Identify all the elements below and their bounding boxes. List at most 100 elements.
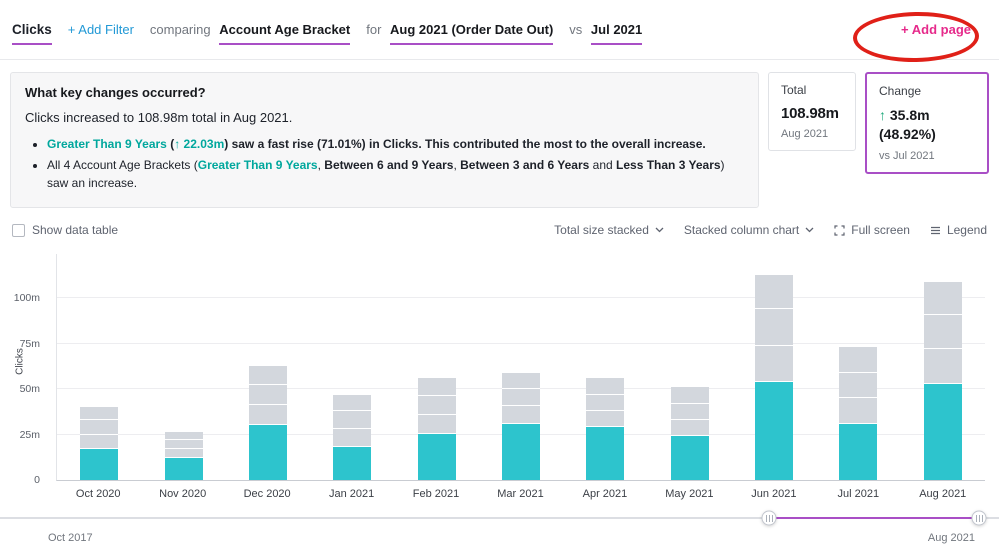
bar-segment[interactable] xyxy=(923,282,962,315)
bar-segment[interactable] xyxy=(839,347,878,373)
bar-segment[interactable] xyxy=(923,383,962,480)
bar-segment[interactable] xyxy=(80,449,119,480)
bar-segment[interactable] xyxy=(755,381,794,480)
slider-selected-range[interactable] xyxy=(769,517,979,519)
bar-nov-2020[interactable] xyxy=(141,431,225,480)
bar-dec-2020[interactable] xyxy=(226,365,310,480)
total-card-value: 108.98m xyxy=(781,105,839,122)
bar-segment[interactable] xyxy=(755,274,794,310)
bar-segment[interactable] xyxy=(923,349,962,384)
slider-handle-left[interactable] xyxy=(761,510,777,526)
x-tick-label: Aug 2021 xyxy=(919,488,967,500)
bar-may-2021[interactable] xyxy=(648,387,732,480)
bar-segment[interactable] xyxy=(333,411,372,430)
bar-stack xyxy=(670,387,709,480)
bar-apr-2021[interactable] xyxy=(563,378,647,480)
bar-segment[interactable] xyxy=(501,389,540,407)
show-data-table-toggle[interactable]: Show data table xyxy=(12,223,118,237)
bar-segment[interactable] xyxy=(333,429,372,448)
change-card[interactable]: Change ↑ 35.8m (48.92%) vs Jul 2021 xyxy=(865,72,989,174)
legend-button[interactable]: Legend xyxy=(930,223,987,237)
bar-segment[interactable] xyxy=(417,414,456,434)
comparing-label: comparing xyxy=(149,22,211,37)
bar-stack xyxy=(755,274,794,480)
bar-stack xyxy=(839,347,878,480)
bar-jan-2021[interactable] xyxy=(310,394,394,480)
bar-segment[interactable] xyxy=(248,404,287,425)
bar-mar-2021[interactable] xyxy=(479,372,563,480)
full-screen-button[interactable]: Full screen xyxy=(834,223,910,237)
bar-stack xyxy=(80,407,119,480)
for-label: for xyxy=(366,22,382,37)
chevron-down-icon xyxy=(655,227,664,233)
total-card[interactable]: Total 108.98m Aug 2021 xyxy=(768,72,856,151)
bar-segment[interactable] xyxy=(670,420,709,437)
slider-track[interactable] xyxy=(0,517,999,519)
bar-oct-2020[interactable] xyxy=(57,407,141,480)
bar-segment[interactable] xyxy=(670,436,709,480)
comparing-value-dropdown[interactable]: Account Age Bracket xyxy=(219,22,351,45)
bar-segment[interactable] xyxy=(586,411,625,428)
chart-toolbar: Show data table Total size stacked Stack… xyxy=(0,222,999,238)
bar-feb-2021[interactable] xyxy=(394,378,478,480)
bar-segment[interactable] xyxy=(923,314,962,350)
bar-segment[interactable] xyxy=(670,403,709,421)
total-card-period: Aug 2021 xyxy=(781,128,829,140)
bar-segment[interactable] xyxy=(755,345,794,382)
bar-segment[interactable] xyxy=(586,378,625,395)
vs-value-dropdown[interactable]: Jul 2021 xyxy=(590,22,643,45)
bar-segment[interactable] xyxy=(333,447,372,480)
bar-segment[interactable] xyxy=(80,407,119,421)
add-page-button[interactable]: + Add page xyxy=(901,22,971,37)
add-filter-button[interactable]: + Add Filter xyxy=(67,22,134,37)
bar-segment[interactable] xyxy=(839,423,878,480)
bar-segment[interactable] xyxy=(164,458,203,480)
chart-type-label: Stacked column chart xyxy=(683,223,800,237)
bar-segment[interactable] xyxy=(333,394,372,411)
bar-segment[interactable] xyxy=(248,384,287,405)
bar-jun-2021[interactable] xyxy=(732,274,816,480)
bar-segment[interactable] xyxy=(164,431,203,441)
grip-icon xyxy=(768,514,770,522)
size-mode-dropdown[interactable]: Total size stacked xyxy=(554,223,664,237)
bar-jul-2021[interactable] xyxy=(816,347,900,480)
bars-row xyxy=(57,254,985,480)
size-mode-label: Total size stacked xyxy=(554,223,649,237)
bar-segment[interactable] xyxy=(164,440,203,450)
summary-bullet: Greater Than 9 Years (↑ 22.03m) saw a fa… xyxy=(47,135,744,153)
bar-stack xyxy=(164,431,203,480)
show-data-table-checkbox[interactable] xyxy=(12,223,25,237)
bar-segment[interactable] xyxy=(248,424,287,480)
bar-segment[interactable] xyxy=(670,387,709,404)
bar-segment[interactable] xyxy=(80,434,119,450)
bar-segment[interactable] xyxy=(501,372,540,390)
plot-area xyxy=(56,254,985,481)
bar-segment[interactable] xyxy=(755,309,794,346)
metric-tab-clicks[interactable]: Clicks xyxy=(12,22,52,45)
bar-aug-2021[interactable] xyxy=(901,282,985,480)
bar-segment[interactable] xyxy=(248,365,287,385)
bar-segment[interactable] xyxy=(586,394,625,411)
bar-segment[interactable] xyxy=(80,420,119,435)
chart-type-dropdown[interactable]: Stacked column chart xyxy=(684,223,814,237)
x-tick-label: Jan 2021 xyxy=(328,488,375,500)
chevron-down-icon xyxy=(805,227,814,233)
bar-segment[interactable] xyxy=(501,406,540,424)
y-tick-label: 50m xyxy=(19,383,40,396)
total-card-label: Total xyxy=(781,83,807,97)
annotation-red-circle xyxy=(852,10,980,64)
bar-segment[interactable] xyxy=(417,378,456,397)
bar-segment[interactable] xyxy=(839,372,878,399)
bar-segment[interactable] xyxy=(417,433,456,480)
for-value-dropdown[interactable]: Aug 2021 (Order Date Out) xyxy=(390,22,554,45)
bar-stack xyxy=(417,378,456,480)
grip-icon xyxy=(978,514,980,522)
bar-segment[interactable] xyxy=(164,449,203,459)
slider-handle-right[interactable] xyxy=(971,510,987,526)
date-range-slider[interactable] xyxy=(0,510,999,526)
x-axis-labels: Oct 2020 Nov 2020 Dec 2020 Jan 2021 Feb 2021… xyxy=(56,488,985,500)
bar-segment[interactable] xyxy=(417,396,456,415)
bar-segment[interactable] xyxy=(586,427,625,480)
bar-segment[interactable] xyxy=(839,398,878,424)
bar-segment[interactable] xyxy=(501,423,540,480)
